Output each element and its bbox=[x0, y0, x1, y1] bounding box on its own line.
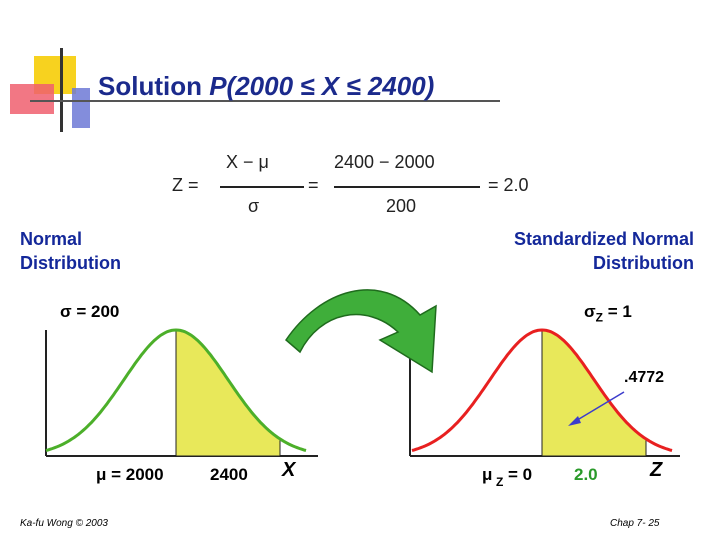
formula-lhs: Z = bbox=[172, 175, 199, 195]
footer-author: Ka-fu Wong © 2003 bbox=[20, 518, 108, 529]
area-label: .4772 bbox=[624, 369, 664, 386]
formula-equals-2: = bbox=[308, 175, 319, 195]
formula-numerator-1: X − μ bbox=[226, 152, 269, 172]
formula-denominator-1: σ bbox=[248, 196, 260, 216]
mu-right-symbol: μ bbox=[482, 465, 492, 484]
normal-label-line2: Distribution bbox=[20, 253, 121, 273]
area-pointer-line bbox=[573, 391, 625, 423]
logo-vertical-rule bbox=[60, 48, 63, 132]
x-axis-label-left: X bbox=[281, 459, 297, 481]
right-normal-curve bbox=[411, 328, 673, 452]
formula-fraction-bar-1 bbox=[220, 186, 304, 188]
normal-label-line1: Normal bbox=[20, 229, 83, 249]
mu-left-label: μ = 2000 bbox=[96, 465, 164, 484]
title-expression: P(2000 ≤ X ≤ 2400) bbox=[209, 71, 435, 101]
logo-blue-square bbox=[72, 88, 90, 128]
footer-page: Chap 7- 25 bbox=[610, 518, 660, 529]
normal-dist-label: Normal Distribution bbox=[20, 227, 121, 275]
transform-arrow bbox=[285, 289, 437, 374]
sigma-right-value: = 1 bbox=[607, 302, 632, 321]
sigma-left-label: σ = 200 bbox=[60, 302, 120, 321]
x-axis-label-right: Z bbox=[649, 459, 663, 481]
area-pointer-arrowhead bbox=[568, 416, 581, 426]
std-label-line2: Distribution bbox=[593, 253, 694, 273]
formula-fraction-bar-2 bbox=[334, 186, 480, 188]
title-underline bbox=[30, 100, 500, 102]
std-normal-dist-label: Standardized Normal Distribution bbox=[514, 227, 694, 275]
formula-result: = 2.0 bbox=[488, 175, 529, 195]
sigma-right-label: σZ = 1 bbox=[584, 302, 632, 324]
right-shaded-area bbox=[541, 329, 647, 457]
slide-title: Solution P(2000 ≤ X ≤ 2400) bbox=[98, 71, 434, 102]
formula-denominator-2: 200 bbox=[386, 196, 417, 216]
formula-numerator-2: 2400 − 2000 bbox=[334, 152, 435, 172]
std-label-line1: Standardized Normal bbox=[513, 229, 694, 249]
z-tick-2: 2.0 bbox=[574, 465, 598, 484]
mu-right-value: = 0 bbox=[508, 465, 532, 484]
sigma-right-symbol: σ bbox=[584, 302, 596, 321]
left-normal-curve bbox=[45, 328, 307, 452]
title-prefix: Solution bbox=[98, 71, 202, 101]
left-shaded-area bbox=[175, 329, 281, 457]
x-tick-2400: 2400 bbox=[210, 465, 248, 484]
mu-right-sub: Z bbox=[496, 475, 503, 489]
logo-red-square bbox=[10, 84, 54, 114]
sigma-right-sub: Z bbox=[595, 310, 603, 325]
